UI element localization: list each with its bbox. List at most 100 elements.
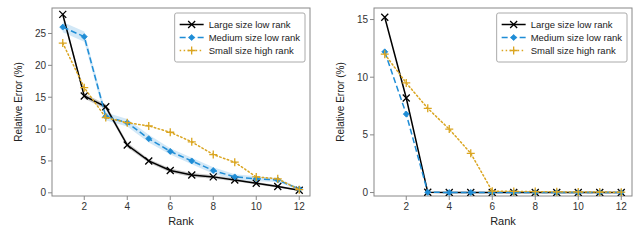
point	[425, 189, 431, 195]
point	[446, 189, 453, 196]
point	[102, 103, 109, 110]
point	[274, 183, 281, 190]
point	[80, 84, 88, 92]
point	[209, 151, 217, 159]
y-tick	[48, 33, 52, 34]
legend-label: Small size high rank	[209, 45, 294, 56]
y-tick-label: 0	[40, 187, 46, 198]
y-tick-label: 5	[362, 129, 368, 140]
x-tick-label: 4	[124, 201, 130, 212]
y-tick-label: 15	[35, 92, 47, 103]
y-tick-label: 5	[40, 155, 46, 166]
plot-frame	[52, 8, 310, 196]
point	[468, 189, 474, 195]
point	[424, 189, 431, 196]
point	[210, 173, 217, 180]
x-tick-label: 6	[489, 201, 495, 212]
y-tick-label: 25	[35, 28, 47, 39]
point	[145, 157, 152, 164]
point	[402, 79, 410, 87]
y-axis-label: Relative Error (%)	[13, 62, 24, 141]
legend-marker	[511, 35, 517, 41]
point	[446, 189, 452, 195]
y-tick	[48, 97, 52, 98]
point	[467, 189, 474, 196]
legend-marker	[510, 21, 517, 28]
point	[553, 188, 561, 196]
error-band	[63, 11, 300, 191]
point	[81, 34, 87, 40]
legend-marker	[188, 47, 196, 55]
x-tick-label: 4	[446, 201, 452, 212]
x-tick-label: 12	[294, 201, 306, 212]
point	[403, 111, 409, 117]
point	[574, 188, 582, 196]
point	[59, 39, 67, 47]
point	[596, 188, 604, 196]
y-tick-label: 10	[35, 124, 47, 135]
point	[252, 173, 260, 181]
point	[510, 187, 518, 195]
point	[403, 94, 410, 101]
point	[123, 119, 131, 127]
legend-label: Large size low rank	[209, 19, 291, 30]
x-tick	[621, 196, 622, 200]
x-tick-label: 8	[210, 201, 216, 212]
point	[188, 171, 195, 178]
point	[488, 187, 496, 195]
point	[145, 122, 153, 130]
y-tick-label: 10	[357, 72, 369, 83]
x-tick-label: 10	[251, 201, 263, 212]
point	[575, 189, 582, 196]
point	[124, 120, 130, 126]
x-tick	[535, 196, 536, 200]
chart: 246810120510152025RankRelative Error (%)…	[0, 0, 640, 237]
point	[167, 167, 174, 174]
point	[231, 158, 239, 166]
x-tick	[213, 196, 214, 200]
y-tick	[48, 129, 52, 130]
point	[81, 92, 88, 99]
y-tick	[48, 65, 52, 66]
point	[166, 128, 174, 136]
point	[531, 188, 539, 196]
point	[189, 158, 195, 164]
point	[102, 114, 110, 122]
x-tick	[127, 196, 128, 200]
x-tick	[492, 196, 493, 200]
point	[618, 189, 625, 196]
legend-marker	[188, 21, 195, 28]
x-tick-label: 12	[616, 201, 628, 212]
x-tick-label: 6	[167, 201, 173, 212]
legend-marker	[510, 47, 518, 55]
point	[467, 149, 475, 157]
point	[124, 142, 131, 149]
x-tick	[449, 196, 450, 200]
point	[167, 148, 173, 154]
x-tick	[84, 196, 85, 200]
legend-label: Small size high rank	[531, 45, 616, 56]
legend-label: Large size low rank	[531, 19, 613, 30]
point	[210, 168, 216, 174]
point	[274, 175, 282, 183]
x-axis-label: Rank	[490, 215, 516, 227]
x-tick	[256, 196, 257, 200]
panel: 24681012051015RankRelative Error (%)Larg…	[335, 8, 632, 227]
point	[232, 174, 238, 180]
series-line	[63, 43, 300, 190]
x-tick	[578, 196, 579, 200]
point	[617, 188, 625, 196]
y-tick-label: 20	[35, 60, 47, 71]
legend: Large size low rank Medium size low rank S…	[175, 13, 305, 62]
series-line	[385, 54, 622, 192]
series-line	[385, 52, 622, 193]
y-tick	[370, 77, 374, 78]
point	[295, 186, 303, 194]
y-tick	[48, 160, 52, 161]
legend-box	[497, 13, 627, 62]
legend-label: Medium size low rank	[209, 32, 301, 43]
legend-label: Medium size low rank	[531, 32, 623, 43]
legend-box	[175, 13, 305, 62]
y-tick	[48, 192, 52, 193]
y-tick-label: 0	[362, 187, 368, 198]
